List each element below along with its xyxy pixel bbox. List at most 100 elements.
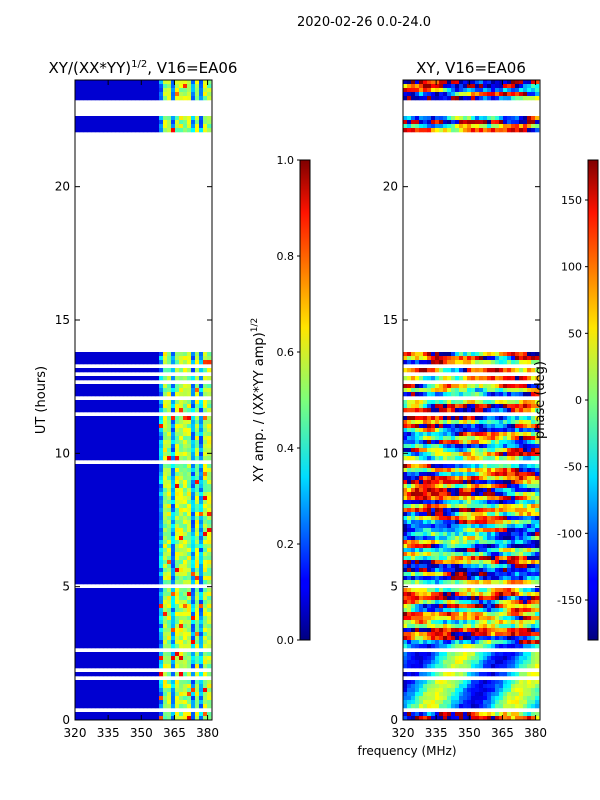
phase-heatmap-cell	[471, 420, 476, 425]
amp-heatmap-cell	[83, 80, 88, 85]
amp-heatmap-cell	[183, 128, 188, 133]
phase-heatmap-cell	[471, 468, 476, 473]
amp-heatmap-cell	[187, 600, 192, 605]
phase-heatmap-cell	[419, 116, 424, 121]
phase-heatmap-cell	[527, 484, 532, 489]
amp-heatmap-cell	[99, 120, 104, 125]
amp-heatmap-cell	[155, 360, 160, 365]
amp-heatmap-cell	[127, 604, 132, 609]
amp-heatmap-cell	[195, 120, 200, 125]
amp-heatmap-cell	[79, 512, 84, 517]
phase-heatmap-cell	[411, 368, 416, 373]
phase-heatmap-cell	[423, 468, 428, 473]
phase-heatmap-cell	[515, 512, 520, 517]
phase-heatmap-cell	[403, 92, 408, 97]
phase-heatmap-cell	[427, 464, 432, 469]
amp-heatmap-cell	[87, 532, 92, 537]
amp-heatmap-cell	[99, 532, 104, 537]
amp-heatmap-cell	[155, 376, 160, 381]
amp-heatmap-cell	[183, 480, 188, 485]
phase-heatmap-cell	[511, 444, 516, 449]
phase-heatmap-cell	[531, 352, 536, 357]
amp-heatmap-cell	[191, 408, 196, 413]
amp-heatmap-cell	[159, 116, 164, 121]
amp-heatmap-cell	[151, 392, 156, 397]
amp-heatmap-cell	[123, 624, 128, 629]
amp-heatmap-cell	[183, 588, 188, 593]
amp-heatmap-cell	[175, 440, 180, 445]
amp-heatmap-cell	[115, 92, 120, 97]
amp-heatmap-cell	[171, 120, 176, 125]
phase-heatmap-cell	[403, 492, 408, 497]
amp-heatmap-cell	[147, 640, 152, 645]
phase-heatmap-cell	[443, 80, 448, 85]
amp-heatmap-cell	[195, 488, 200, 493]
amp-heatmap-cell	[99, 508, 104, 513]
amp-heatmap-cell	[83, 452, 88, 457]
phase-heatmap-cell	[471, 368, 476, 373]
amp-heatmap-cell	[143, 116, 148, 121]
amp-heatmap-cell	[119, 84, 124, 89]
phase-heatmap-cell	[411, 504, 416, 509]
amp-heatmap-cell	[107, 652, 112, 657]
phase-heatmap-cell	[491, 368, 496, 373]
phase-heatmap-cell	[475, 352, 480, 357]
phase-heatmap-cell	[419, 552, 424, 557]
phase-heatmap-cell	[499, 508, 504, 513]
amp-heatmap-cell	[151, 560, 156, 565]
amp-heatmap-cell	[171, 432, 176, 437]
phase-heatmap-cell	[459, 516, 464, 521]
phase-heatmap-cell	[535, 352, 540, 357]
amp-heatmap-cell	[163, 552, 168, 557]
phase-heatmap-cell	[471, 384, 476, 389]
amp-heatmap-cell	[107, 504, 112, 509]
amp-heatmap-cell	[99, 480, 104, 485]
phase-heatmap-cell	[459, 92, 464, 97]
amp-heatmap-cell	[115, 436, 120, 441]
phase-heatmap-cell	[487, 456, 492, 461]
amp-heatmap-cell	[111, 96, 116, 101]
amp-heatmap-cell	[75, 656, 80, 661]
phase-heatmap-cell	[463, 428, 468, 433]
amp-heatmap-cell	[207, 468, 212, 473]
amp-heatmap-cell	[163, 592, 168, 597]
amp-heatmap-cell	[127, 652, 132, 657]
phase-heatmap-cell	[411, 88, 416, 93]
phase-heatmap-cell	[439, 540, 444, 545]
amp-heatmap-cell	[103, 608, 108, 613]
phase-heatmap-cell	[423, 464, 428, 469]
amp-heatmap-cell	[203, 408, 208, 413]
phase-heatmap-cell	[487, 392, 492, 397]
phase-heatmap-cell	[407, 528, 412, 533]
amp-heatmap-cell	[151, 696, 156, 701]
amp-heatmap-cell	[179, 484, 184, 489]
phase-heatmap-cell	[491, 408, 496, 413]
amp-heatmap-cell	[183, 612, 188, 617]
phase-heatmap-cell	[515, 432, 520, 437]
phase-heatmap-cell	[455, 352, 460, 357]
amp-heatmap-cell	[167, 472, 172, 477]
amp-heatmap-cell	[123, 612, 128, 617]
phase-heatmap-cell	[523, 508, 528, 513]
amp-heatmap-cell	[199, 84, 204, 89]
amp-heatmap-cell	[135, 544, 140, 549]
amp-heatmap-cell	[119, 376, 124, 381]
phase-heatmap-cell	[423, 392, 428, 397]
amp-heatmap-cell	[187, 624, 192, 629]
phase-heatmap-cell	[435, 556, 440, 561]
amp-heatmap-cell	[163, 580, 168, 585]
amp-heatmap-cell	[87, 692, 92, 697]
phase-heatmap-cell	[491, 352, 496, 357]
phase-heatmap-cell	[459, 468, 464, 473]
phase-heatmap-cell	[491, 524, 496, 529]
phase-heatmap-cell	[483, 404, 488, 409]
amp-heatmap-cell	[163, 716, 168, 721]
amp-heatmap-cell	[207, 692, 212, 697]
amp-heatmap-cell	[91, 664, 96, 669]
amp-heatmap-cell	[179, 536, 184, 541]
amp-heatmap-cell	[91, 612, 96, 617]
phase-heatmap-cell	[519, 512, 524, 517]
amp-heatmap-cell	[183, 640, 188, 645]
phase-heatmap-cell	[459, 384, 464, 389]
amp-heatmap-cell	[79, 124, 84, 129]
